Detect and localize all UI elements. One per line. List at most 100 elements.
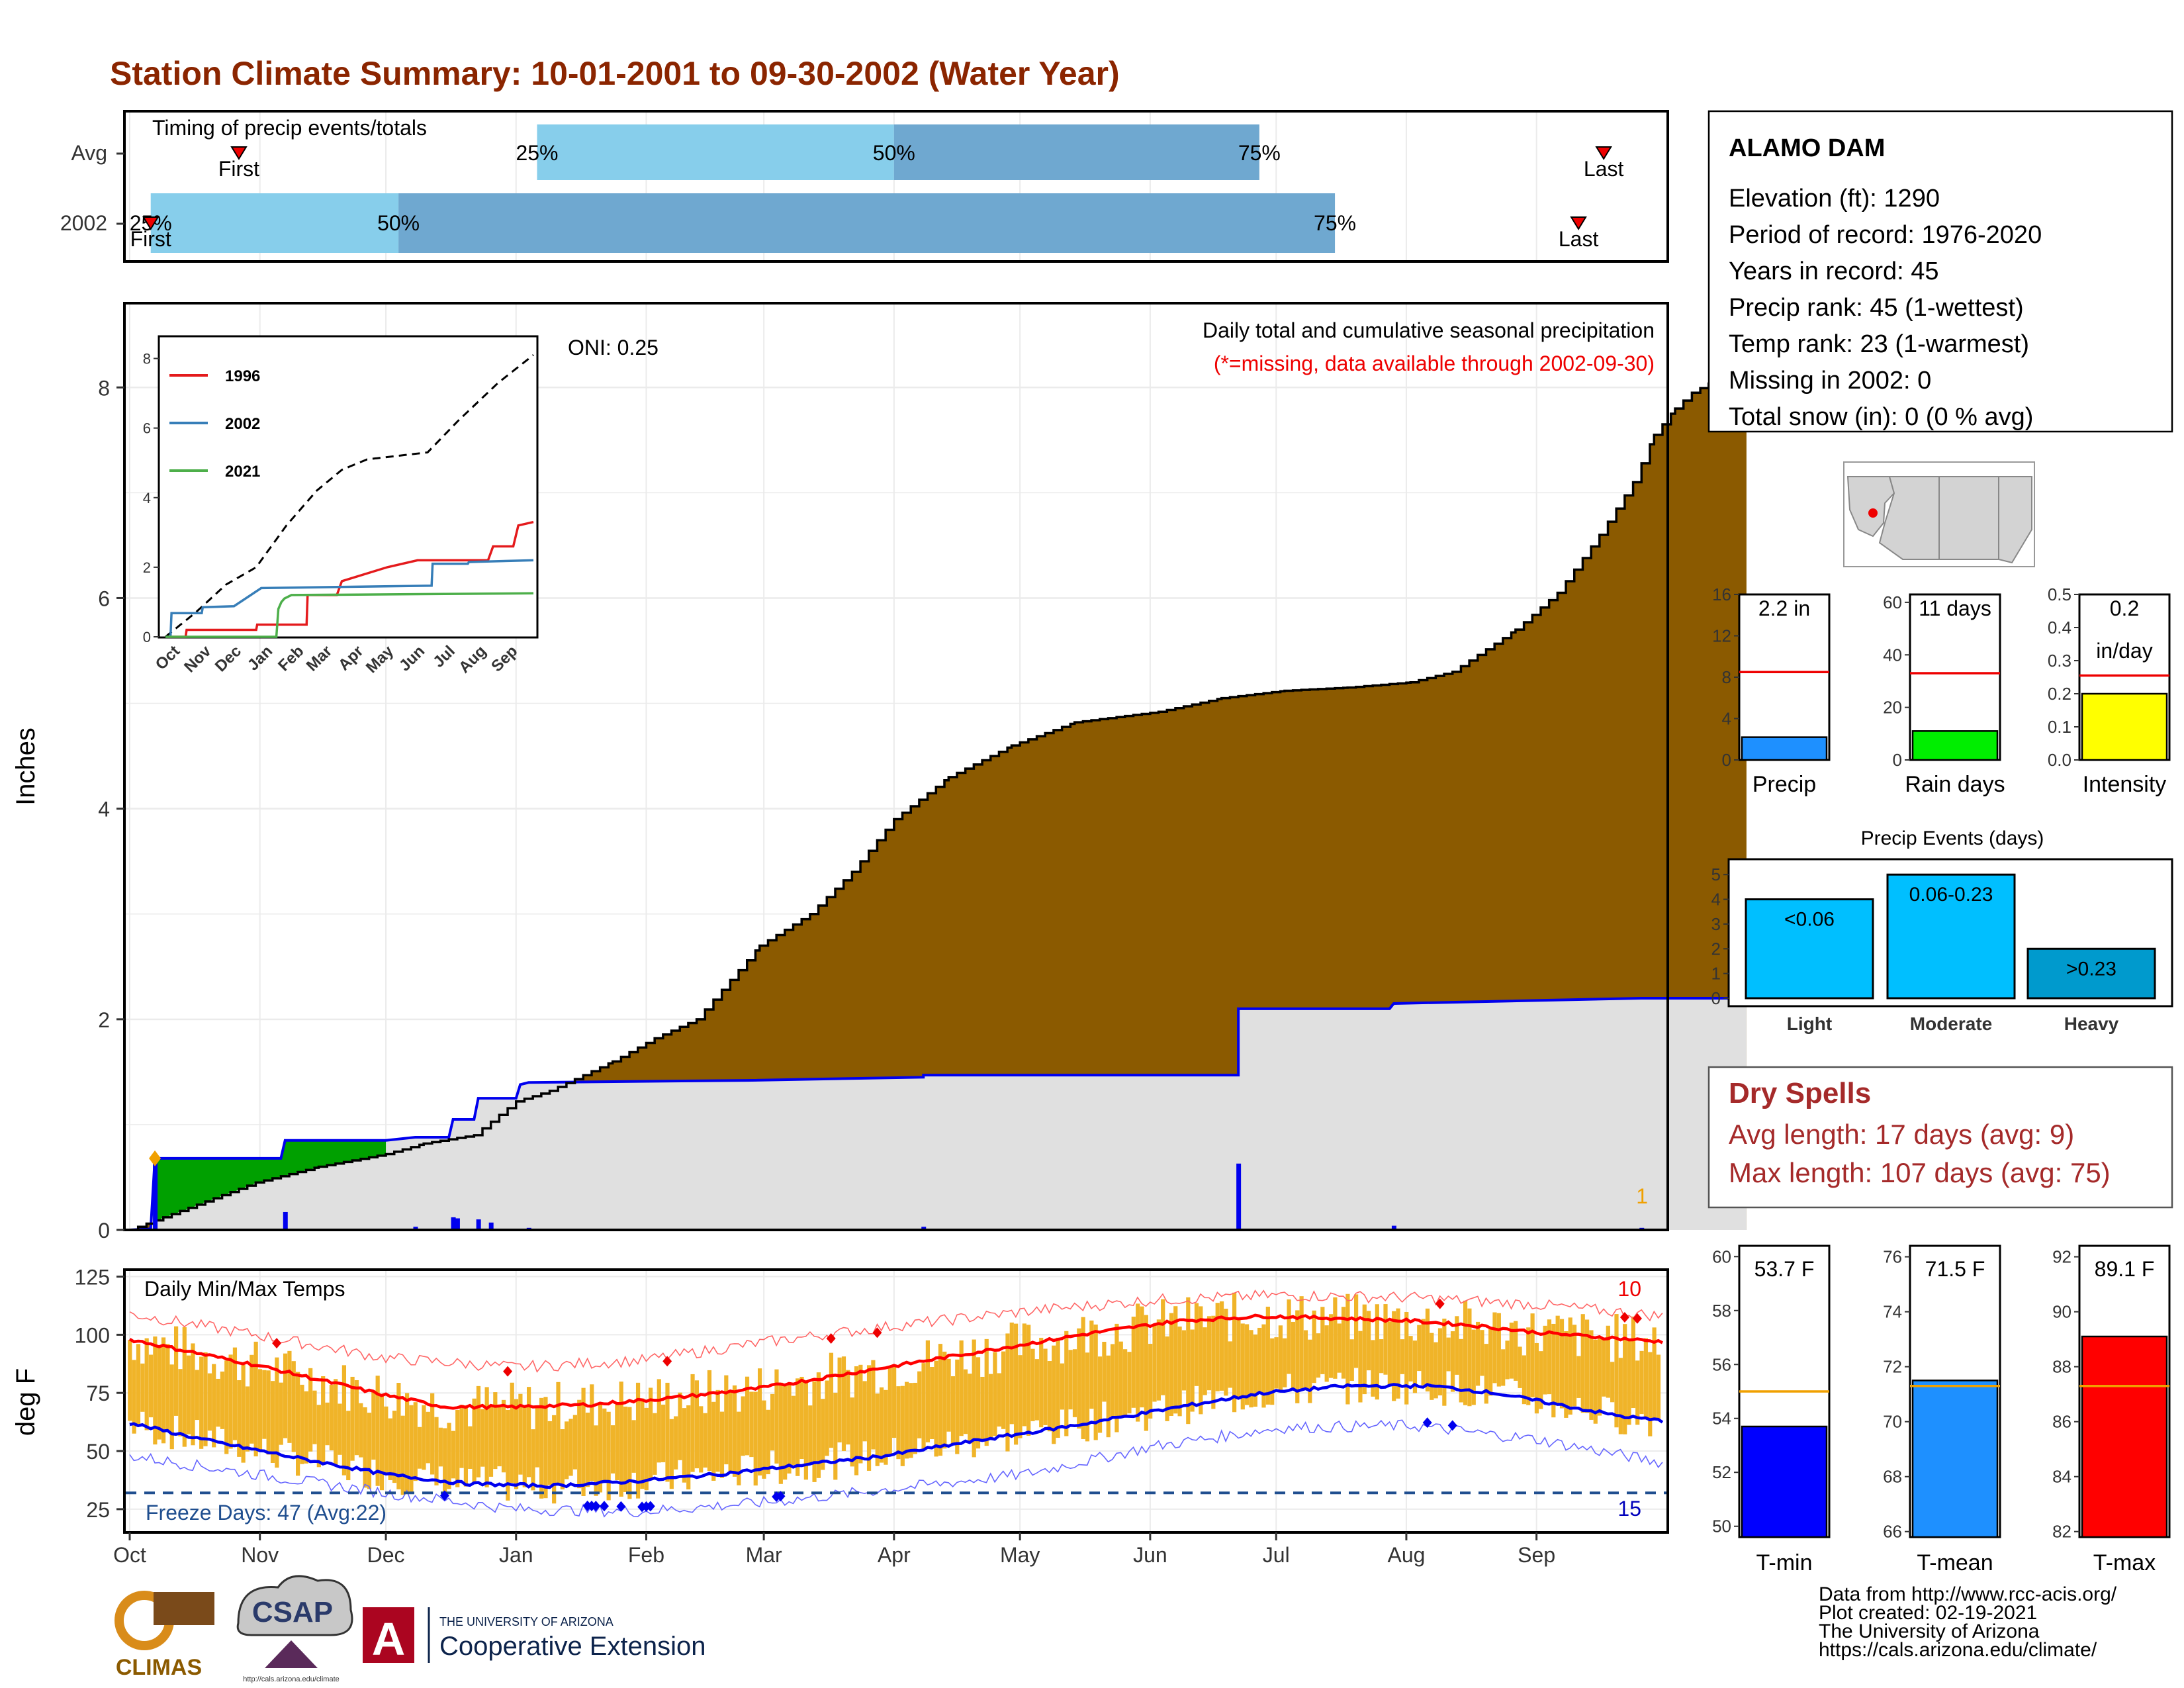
daily-temp-bar (619, 1382, 623, 1497)
daily-temp-bar (1052, 1345, 1056, 1444)
daily-temp-bar (866, 1365, 872, 1471)
temp-summary-t-max: 82 84 86 88 90 92 89.1 F T-max (2052, 1244, 2171, 1575)
daily-temp-bar (1186, 1297, 1191, 1425)
timing-label-75: 75% (1314, 211, 1356, 235)
daily-temp-bar (556, 1382, 561, 1485)
daily-precip-bar (153, 1159, 158, 1230)
timing-last-label: Last (1584, 157, 1624, 181)
summary-y-tick-label: 0.3 (2048, 651, 2071, 671)
daily-temp-bar (1656, 1354, 1661, 1419)
daily-temp-bar (1194, 1303, 1199, 1386)
daily-temp-bar (1631, 1316, 1635, 1409)
daily-temp-bar (1421, 1319, 1426, 1385)
daily-temp-bar (657, 1379, 661, 1463)
daily-temp-bar (1215, 1303, 1220, 1391)
record-low-marker (439, 1490, 449, 1501)
precip-y-tick-label: 2 (98, 1008, 110, 1032)
daily-temp-bar (1199, 1306, 1203, 1415)
station-line: Years in record: 45 (1729, 258, 1939, 285)
daily-temp-bar (1257, 1327, 1262, 1394)
daily-temp-bar (1471, 1329, 1476, 1405)
record-low-marker (616, 1501, 626, 1512)
daily-temp-bar (846, 1370, 850, 1445)
temp-summary-y-tick-label: 72 (1883, 1357, 1902, 1377)
daily-temp-bar (728, 1389, 733, 1472)
daily-temp-bar (1618, 1358, 1623, 1434)
daily-temp-bar (1437, 1328, 1443, 1395)
daily-temp-bar (1283, 1338, 1287, 1387)
temp-summary-label: T-max (2093, 1550, 2156, 1575)
daily-temp-bar (334, 1379, 338, 1466)
month-label: Apr (878, 1543, 911, 1567)
daily-temp-bar (1354, 1294, 1359, 1368)
daily-temp-bar (968, 1374, 972, 1444)
daily-temp-bar (325, 1402, 330, 1446)
daily-temp-bar (858, 1364, 863, 1464)
daily-temp-bar (514, 1399, 519, 1489)
daily-temp-bar (1564, 1331, 1569, 1418)
inset-legend-label: 2002 (225, 415, 260, 433)
daily-temp-bar (724, 1375, 729, 1465)
summary-y-tick-label: 4 (1722, 709, 1731, 729)
daily-temp-bar (132, 1360, 136, 1434)
daily-temp-bar (1152, 1324, 1157, 1402)
temp-summary-y-tick-label: 90 (2052, 1302, 2071, 1322)
events-y-tick-label: 3 (1711, 914, 1721, 934)
station-line: Missing in 2002: 0 (1729, 367, 1931, 395)
daily-precip-bar (283, 1211, 288, 1230)
daily-temp-bar (535, 1407, 539, 1468)
csap-mountain-shape (265, 1640, 318, 1668)
daily-temp-bar (1576, 1356, 1581, 1398)
daily-temp-bar (304, 1391, 308, 1464)
month-label: Mar (746, 1543, 782, 1567)
timing-bar-50-75 (398, 193, 1336, 253)
ua-logo-block (363, 1607, 414, 1663)
daily-temp-bar (1337, 1323, 1342, 1373)
timing-last-marker (1570, 216, 1587, 230)
daily-temp-bar (1501, 1349, 1506, 1386)
station-name: ALAMO DAM (1729, 134, 1885, 162)
daily-temp-bar (631, 1420, 636, 1473)
daily-temp-bar (787, 1384, 792, 1474)
daily-temp-bar (253, 1341, 258, 1457)
daily-temp-bar (1379, 1339, 1384, 1374)
daily-temp-bar (1123, 1349, 1128, 1417)
summary-value-unit: in/day (2096, 639, 2152, 663)
daily-temp-bar (308, 1368, 313, 1452)
temp-y-tick-label: 50 (86, 1440, 110, 1464)
record-high-marker (872, 1327, 882, 1338)
temp-y-tick-label: 125 (75, 1266, 110, 1289)
daily-temp-bar (1518, 1346, 1522, 1388)
daily-temp-bar (157, 1345, 161, 1440)
daily-temp-bar (905, 1382, 909, 1459)
temp-summary-y-tick-label: 68 (1883, 1467, 1902, 1487)
temp-summary-y-tick-label: 86 (2052, 1412, 2071, 1432)
temp-summary-y-tick-label: 92 (2052, 1247, 2071, 1267)
station-line: Elevation (ft): 1290 (1729, 185, 1940, 212)
timing-label-50: 50% (377, 211, 420, 235)
precip-panel: 0 2 4 6 8 Inches ONI: 0.25 Daily total and c… (11, 302, 1748, 1243)
freeze-days-label: Freeze Days: 47 (Avg:22) (146, 1501, 387, 1524)
daily-temp-bar (1022, 1323, 1026, 1427)
daily-temp-bar (1081, 1317, 1085, 1439)
above-average-area (155, 1140, 387, 1221)
temp-summary-label: T-mean (1917, 1550, 1993, 1575)
oni-label: ONI: 0.25 (568, 336, 659, 359)
daily-temp-bar (1505, 1340, 1510, 1380)
daily-temp-bar (153, 1336, 158, 1445)
daily-temp-bar (719, 1411, 725, 1478)
daily-temp-bar (1627, 1340, 1631, 1425)
daily-temp-bar (1161, 1299, 1165, 1395)
dry-spells-max: Max length: 107 days (avg: 75) (1729, 1157, 2111, 1188)
daily-temp-bar (257, 1369, 263, 1451)
daily-precip-bar (921, 1227, 927, 1230)
daily-temp-bar (1572, 1325, 1577, 1407)
footer-line: Data from http://www.rcc-acis.org/ (1819, 1583, 2117, 1605)
record-high-marker (662, 1356, 672, 1367)
daily-temp-bar (741, 1396, 745, 1456)
inset-y-tick-label: 4 (143, 490, 151, 506)
precip-corner-count: 1 (1636, 1184, 1648, 1208)
station-line: Precip rank: 45 (1-wettest) (1729, 294, 2024, 322)
daily-temp-bar (984, 1338, 989, 1446)
